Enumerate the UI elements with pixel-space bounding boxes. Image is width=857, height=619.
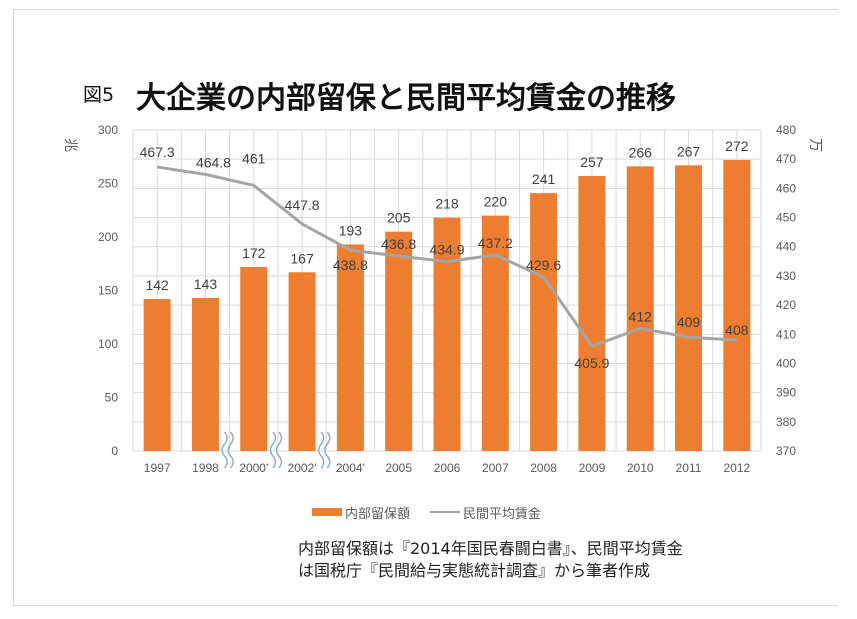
y-left-tick-label: 150 — [98, 284, 118, 298]
source-note-line-1: 内部留保額は『2014年国民春闘白書』、民間平均賃金 — [298, 539, 683, 558]
legend-label-line: 民間平均賃金 — [463, 506, 542, 522]
bar-data-label: 267 — [677, 143, 701, 159]
y-left-tick-label: 200 — [98, 230, 118, 244]
line-data-label: 429.6 — [526, 257, 561, 273]
x-tick-label: 2000' — [239, 461, 268, 475]
bar-data-label: 218 — [435, 196, 459, 212]
y-right-tick-label: 470 — [776, 152, 796, 166]
x-tick-label: 1998 — [192, 461, 219, 475]
y-left-axis-label: 兆 — [62, 138, 78, 152]
bar-data-label: 205 — [387, 210, 411, 226]
bar — [385, 231, 413, 451]
bar — [143, 299, 171, 451]
source-note: 内部留保額は『2014年国民春闘白書』、民間平均賃金 は国税庁『民間給与実態統計… — [298, 538, 683, 582]
line-data-label: 437.2 — [478, 235, 513, 251]
x-tick-label: 2010 — [627, 461, 654, 475]
legend-label-bar: 内部留保額 — [345, 506, 411, 522]
y-left-tick-label: 100 — [98, 337, 118, 351]
bar — [336, 244, 364, 451]
figure-label: 図5 — [83, 84, 115, 106]
bar — [191, 297, 219, 451]
legend-line-swatch — [430, 511, 461, 513]
x-tick-label: 2002' — [288, 461, 317, 475]
bar-data-label: 266 — [629, 144, 653, 160]
axis-break-mark — [227, 431, 234, 469]
line-data-label: 409 — [677, 314, 701, 330]
axis-break-mark — [221, 431, 228, 469]
bar-data-label: 241 — [532, 171, 556, 187]
x-tick-label: 2008 — [530, 461, 557, 475]
y-right-tick-label: 400 — [776, 356, 796, 370]
bar — [723, 159, 751, 451]
y-right-tick-label: 380 — [776, 415, 796, 429]
line-data-label: 438.8 — [333, 257, 368, 273]
y-right-tick-label: 450 — [776, 211, 796, 225]
line-data-label: 412 — [629, 308, 653, 324]
bar — [288, 272, 316, 451]
y-right-tick-label: 370 — [776, 444, 796, 458]
axis-break-mark — [269, 431, 277, 469]
legend-bar-swatch — [312, 508, 342, 516]
x-tick-label: 1997 — [144, 461, 171, 475]
bar — [675, 165, 703, 451]
y-right-axis-label: 万 — [807, 138, 823, 152]
y-right-tick-label: 410 — [776, 327, 796, 341]
source-note-line-2: は国税庁『民間給与実態統計調査』から筆者作成 — [298, 561, 651, 580]
x-tick-label: 2007 — [482, 461, 509, 475]
y-left-tick-label: 250 — [98, 177, 118, 191]
axis-break-mark — [318, 431, 325, 469]
figure-frame — [13, 9, 838, 606]
bar — [481, 215, 509, 451]
line-series — [156, 165, 737, 348]
axis-break-mark — [275, 431, 283, 469]
x-tick-label: 2009 — [579, 461, 606, 475]
y-right-tick-label: 390 — [776, 386, 796, 400]
bar — [240, 266, 268, 451]
axis-break-mark — [324, 431, 331, 469]
x-tick-label: 2005 — [385, 461, 412, 475]
y-right-tick-label: 440 — [776, 240, 796, 254]
chart-title: 大企業の内部留保と民間平均賃金の推移 — [136, 81, 676, 116]
line-data-label: 467.3 — [140, 144, 175, 160]
y-left-tick-label: 50 — [105, 391, 119, 405]
line-data-label: 434.9 — [429, 242, 464, 258]
y-right-tick-label: 460 — [776, 181, 796, 195]
bar-data-label: 193 — [339, 222, 363, 238]
bar — [530, 193, 558, 451]
y-left-tick-label: 0 — [111, 444, 118, 458]
legend: 内部留保額 民間平均賃金 — [312, 502, 541, 522]
x-tick-label: 2011 — [676, 461, 702, 475]
x-tick-label: 2004' — [336, 461, 365, 475]
bar-data-label: 220 — [484, 194, 508, 210]
y-left-tick-label: 300 — [98, 123, 118, 137]
x-tick-label: 2006 — [434, 461, 461, 475]
line-data-label: 464.8 — [196, 154, 231, 170]
bar-data-label: 142 — [145, 277, 169, 293]
bar-data-label: 272 — [725, 138, 749, 154]
y-right-tick-label: 420 — [776, 298, 796, 312]
bar — [626, 166, 654, 451]
line-data-label: 436.8 — [381, 236, 416, 252]
x-tick-label: 2012 — [723, 461, 750, 475]
line-data-label: 408 — [725, 322, 749, 338]
bar — [433, 217, 461, 451]
y-right-tick-label: 430 — [776, 269, 796, 283]
bar-data-label: 143 — [194, 276, 218, 292]
y-right-tick-label: 480 — [776, 123, 796, 137]
bar-data-label: 167 — [290, 250, 314, 266]
line-data-label: 405.9 — [574, 355, 609, 371]
bar — [578, 176, 606, 451]
line-data-label: 461 — [242, 150, 266, 166]
bar-data-label: 257 — [580, 154, 604, 170]
line-data-label: 447.8 — [285, 197, 320, 213]
bar-data-label: 172 — [242, 245, 266, 261]
